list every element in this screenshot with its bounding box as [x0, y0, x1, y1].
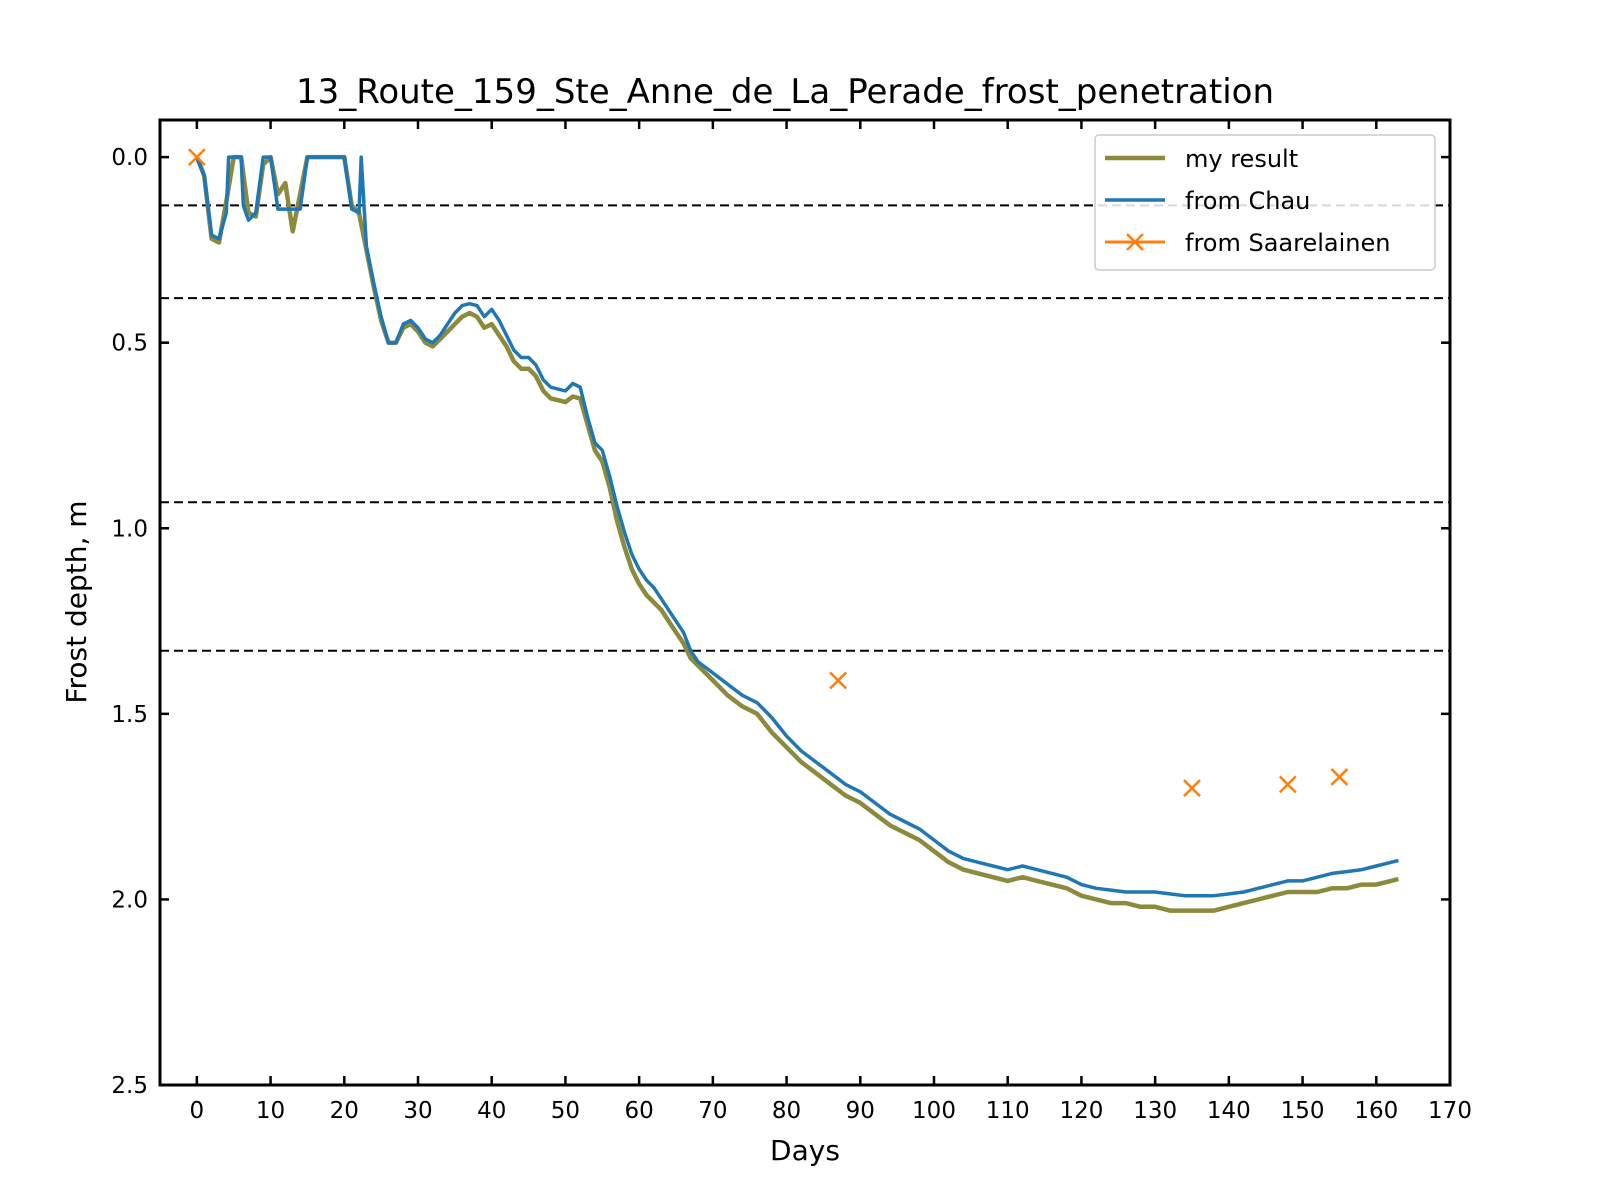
y-tick-label: 2.5: [111, 1073, 148, 1099]
y-tick-label: 0.0: [111, 145, 148, 171]
saarelainen-point-3: [1278, 775, 1297, 794]
y-tick-label: 2.0: [111, 887, 148, 913]
legend-label-saarelainen: from Saarelainen: [1185, 229, 1390, 257]
x-tick-label: 20: [330, 1098, 359, 1124]
reference-lines: [160, 204, 1450, 652]
y-axis: 0.0 0.5 1.0 1.5 2.0 2.5: [111, 145, 1450, 1099]
y-axis-title: Frost depth, m: [60, 500, 93, 703]
series-line-chau: [195, 155, 1399, 898]
x-tick-label: 40: [477, 1098, 506, 1124]
x-tick-label: 30: [403, 1098, 432, 1124]
legend: my result from Chau from Saarelainen: [1094, 134, 1436, 271]
x-tick-label: 80: [772, 1098, 801, 1124]
y-tick-label: 0.5: [111, 331, 148, 357]
x-tick-label: 110: [986, 1098, 1030, 1124]
saarelainen-point-0: [187, 148, 206, 166]
x-tick-label: 70: [698, 1098, 727, 1124]
x-axis-title: Days: [770, 1134, 840, 1167]
legend-label-my-result: my result: [1185, 145, 1298, 173]
x-tick-label: 170: [1428, 1098, 1472, 1124]
y-tick-label: 1.5: [111, 702, 148, 728]
x-tick-label: 90: [846, 1098, 875, 1124]
saarelainen-point-1: [829, 671, 848, 690]
legend-label-chau: from Chau: [1185, 187, 1310, 215]
legend-frame: [1094, 134, 1436, 271]
legend-marker-saarelainen: [1126, 233, 1144, 251]
y-tick-label: 1.0: [111, 516, 148, 542]
x-tick-label: 140: [1207, 1098, 1251, 1124]
chart-title: 13_Route_159_Ste_Anne_de_La_Perade_frost…: [296, 72, 1274, 112]
x-tick-label: 10: [256, 1098, 285, 1124]
saarelainen-point-4: [1330, 768, 1349, 786]
x-tick-label: 160: [1354, 1098, 1398, 1124]
x-tick-label: 50: [551, 1098, 580, 1124]
x-tick-label: 120: [1059, 1098, 1103, 1124]
plot-frame: [158, 118, 1452, 1087]
x-tick-label: 100: [912, 1098, 956, 1124]
x-tick-label: 130: [1133, 1098, 1177, 1124]
x-tick-label: 60: [625, 1098, 654, 1124]
series-layer: [187, 148, 1399, 913]
saarelainen-point-2: [1183, 779, 1201, 797]
x-axis: 0 10 20 30 40 50 60 70 80 90 100 110 120 130 140 150 160…: [190, 120, 1472, 1124]
x-tick-label: 0: [190, 1098, 205, 1124]
x-tick-label: 150: [1281, 1098, 1325, 1124]
